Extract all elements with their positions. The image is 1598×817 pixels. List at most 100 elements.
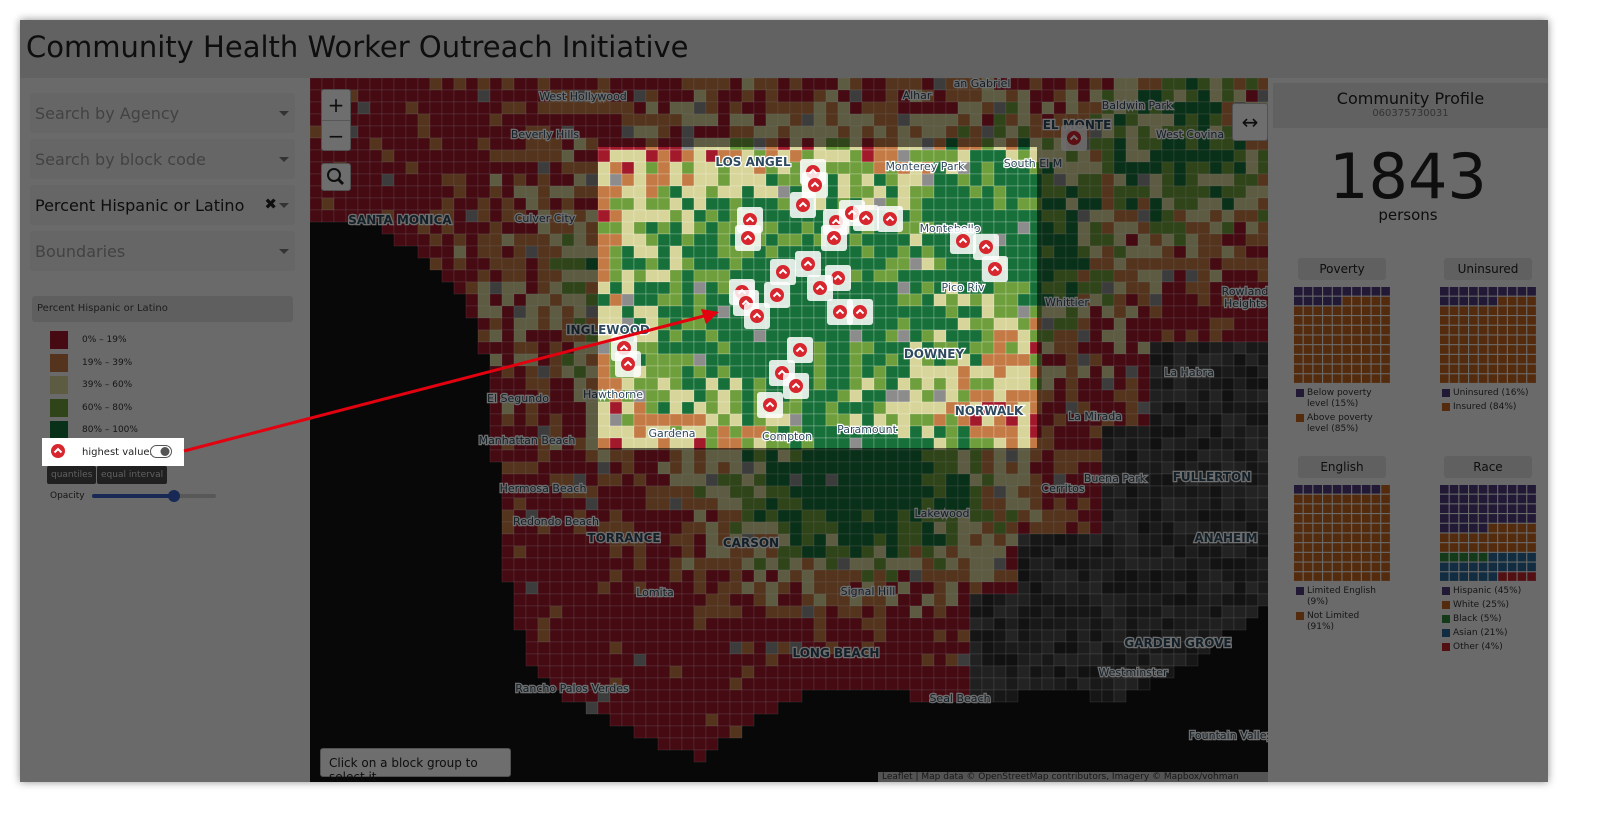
map-tile [693, 497, 707, 511]
map[interactable]: West Hollywood Beverly Hills SANTA MONICA C… [310, 78, 1268, 782]
waffle-cell [1440, 335, 1449, 345]
variable-dropdown[interactable]: Percent Hispanic or Latino ✖ [30, 185, 295, 225]
highest-values-toggle[interactable]: highest values [42, 438, 184, 466]
map-tile [1041, 509, 1055, 523]
map-tile [609, 509, 623, 523]
map-tile [693, 449, 707, 463]
equal-interval-button[interactable]: equal interval [97, 466, 168, 484]
highest-value-marker[interactable] [807, 275, 833, 301]
highest-value-marker[interactable] [735, 225, 761, 251]
map-tile [657, 89, 671, 103]
agency-dropdown[interactable]: Search by Agency [30, 93, 295, 133]
expand-button[interactable]: ↔ [1232, 103, 1268, 141]
highest-value-marker[interactable] [795, 251, 821, 277]
map-tile [849, 101, 863, 115]
clear-icon[interactable]: ✖ [264, 195, 277, 213]
map-tile [1089, 545, 1103, 559]
highest-value-marker[interactable] [770, 259, 796, 285]
highest-value-marker[interactable] [615, 351, 641, 377]
map-tile [1125, 353, 1139, 367]
map-tile [1005, 365, 1019, 379]
map-tile [1113, 137, 1127, 151]
map-tile [1221, 425, 1235, 439]
opacity-slider[interactable] [90, 489, 220, 503]
map-tile [813, 473, 827, 487]
map-tile [837, 509, 851, 523]
map-tile [933, 641, 947, 655]
highest-value-marker[interactable] [821, 225, 847, 251]
map-tile [669, 377, 683, 391]
legend-swatch [1442, 601, 1450, 609]
map-tile [873, 617, 887, 631]
waffle-cell [1313, 296, 1322, 306]
map-tile [1233, 185, 1247, 199]
boundaries-dropdown[interactable]: Boundaries [30, 231, 295, 271]
highest-value-marker[interactable] [764, 282, 790, 308]
map-tile [969, 521, 983, 535]
waffle-cell [1469, 345, 1478, 354]
map-tile [777, 449, 791, 463]
switch[interactable] [150, 445, 172, 458]
map-tile [537, 113, 551, 127]
map-tile [669, 161, 683, 175]
map-tile [849, 617, 863, 631]
map-tile [945, 329, 959, 343]
map-tile [693, 389, 707, 403]
waffle-cell [1313, 494, 1322, 504]
map-tile [513, 329, 527, 343]
map-tile [597, 653, 611, 667]
marker-dot [859, 211, 873, 225]
map-tile [1173, 293, 1187, 307]
highest-value-marker[interactable] [853, 205, 879, 231]
map-tile [609, 125, 623, 139]
map-tile [717, 101, 731, 115]
waffle-cell [1381, 552, 1390, 562]
map-tile [717, 377, 731, 391]
map-tile [681, 125, 695, 139]
map-tile [1257, 353, 1268, 367]
map-tile [681, 113, 695, 127]
highest-value-marker[interactable] [847, 299, 873, 325]
map-tile [1017, 173, 1031, 187]
map-tile [813, 101, 827, 115]
search-button[interactable] [321, 163, 351, 191]
map-tile [1185, 377, 1199, 391]
highest-value-marker[interactable] [877, 206, 903, 232]
map-tile [1101, 545, 1115, 559]
map-tile [369, 173, 383, 187]
map-tile [717, 473, 731, 487]
map-tile [1197, 113, 1211, 127]
map-tile [621, 413, 635, 427]
block-dropdown[interactable]: Search by block code [30, 139, 295, 179]
map-tile [1053, 173, 1067, 187]
map-tile [1101, 173, 1115, 187]
highest-value-marker[interactable] [950, 228, 976, 254]
waffle-cell [1498, 287, 1507, 296]
map-tile [501, 317, 515, 331]
map-tile [1209, 305, 1223, 319]
map-tile [597, 473, 611, 487]
map-tile [1113, 341, 1127, 355]
map-tile [621, 125, 635, 139]
waffle-cell [1381, 572, 1390, 581]
map-tile [837, 377, 851, 391]
map-tile [561, 269, 575, 283]
map-tile [1077, 317, 1091, 331]
highest-value-marker[interactable] [790, 192, 816, 218]
zoom-out[interactable]: − [327, 124, 345, 148]
highest-value-marker[interactable] [783, 373, 809, 399]
highest-value-marker[interactable] [757, 392, 783, 418]
map-tile [597, 101, 611, 115]
legend-swatch [50, 421, 68, 439]
quantiles-button[interactable]: quantiles [47, 466, 97, 484]
highest-value-marker[interactable] [787, 337, 813, 363]
map-tile [813, 557, 827, 571]
highest-value-marker[interactable] [1061, 125, 1087, 151]
map-tile [1257, 233, 1268, 247]
map-tile [897, 137, 911, 151]
highest-value-marker[interactable] [982, 256, 1008, 282]
zoom-in[interactable]: + [322, 90, 350, 121]
waffle-cell [1449, 485, 1459, 494]
waffle-cell [1361, 374, 1371, 383]
